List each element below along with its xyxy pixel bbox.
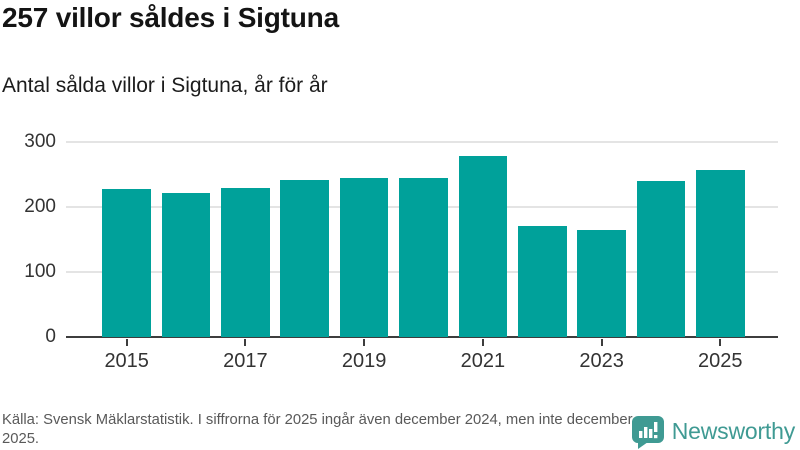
x-axis-label: 2025 bbox=[698, 350, 743, 372]
y-axis: 0 100 200 300 bbox=[0, 131, 56, 347]
plot-area bbox=[66, 141, 778, 338]
x-axis: 2015 2017 2019 2021 2023 2025 bbox=[66, 337, 778, 385]
y-axis-label: 300 bbox=[24, 131, 56, 152]
page-title: 257 villor såldes i Sigtuna bbox=[2, 2, 339, 33]
bar-2024 bbox=[636, 181, 686, 337]
bar-2025 bbox=[696, 169, 745, 337]
bar-2019 bbox=[339, 178, 389, 337]
chart-subtitle: Antal sålda villor i Sigtuna, år för år bbox=[2, 74, 328, 97]
x-axis-label: 2015 bbox=[104, 350, 149, 372]
newsworthy-wordmark: Newsworthy bbox=[671, 417, 795, 444]
y-axis-label: 200 bbox=[24, 196, 56, 217]
x-axis-tick bbox=[719, 339, 722, 346]
x-axis-tick bbox=[363, 339, 366, 346]
x-axis-tick bbox=[481, 339, 484, 346]
gridline-300 bbox=[66, 141, 778, 143]
y-axis-label: 100 bbox=[24, 261, 56, 282]
bar-2015 bbox=[102, 188, 151, 337]
x-axis-label: 2017 bbox=[223, 350, 268, 372]
x-axis-tick bbox=[244, 339, 247, 346]
source-note: Källa: Svensk Mäklarstatistik. I siffror… bbox=[2, 412, 633, 447]
x-axis-tick bbox=[600, 339, 603, 346]
newsworthy-logo-icon bbox=[631, 414, 665, 449]
bar-2017 bbox=[221, 188, 270, 337]
bar-2020 bbox=[399, 177, 448, 337]
x-axis-label: 2019 bbox=[341, 350, 387, 372]
y-axis-label: 0 bbox=[45, 326, 56, 347]
newsworthy-logo: Newsworthy bbox=[631, 412, 795, 450]
bar-2021 bbox=[458, 155, 508, 337]
bar-2022 bbox=[517, 225, 567, 337]
x-axis-tick bbox=[125, 339, 128, 346]
bar-2016 bbox=[161, 192, 211, 337]
x-axis-label: 2021 bbox=[460, 350, 506, 372]
bar-2018 bbox=[280, 180, 330, 337]
x-axis-label: 2023 bbox=[579, 350, 624, 372]
bar-2023 bbox=[577, 229, 626, 337]
